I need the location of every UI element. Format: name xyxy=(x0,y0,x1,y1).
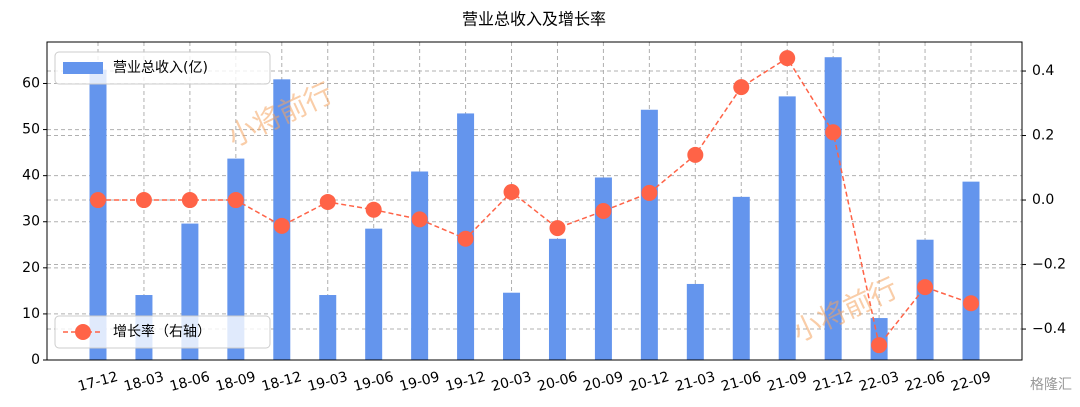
x-tick-label: 22-03 xyxy=(857,369,900,395)
x-tick-label: 20-12 xyxy=(628,369,671,395)
y-tick-label: 10 xyxy=(22,306,40,322)
bar xyxy=(411,171,429,360)
line-point xyxy=(90,192,106,209)
bar xyxy=(503,292,521,360)
bar xyxy=(962,181,980,360)
x-tick-label: 18-06 xyxy=(168,369,212,395)
logo: 格隆汇 xyxy=(1030,377,1072,393)
x-tick-label: 21-09 xyxy=(765,369,808,395)
line-point xyxy=(825,124,842,141)
legend-marker xyxy=(75,324,91,340)
x-tick-label: 19-03 xyxy=(306,369,349,395)
plot-frame xyxy=(46,41,1023,361)
line-point xyxy=(595,202,612,219)
bar xyxy=(686,283,704,360)
y2-tick-label: 0.0 xyxy=(1032,192,1054,208)
x-tick-label: 21-12 xyxy=(811,369,854,395)
x-tick-label: 20-03 xyxy=(490,369,533,395)
line xyxy=(98,57,972,347)
line-point xyxy=(181,192,198,209)
bar xyxy=(594,177,612,360)
line-point xyxy=(733,79,750,96)
legend-label: 营业总收入(亿) xyxy=(113,60,208,76)
y-tick-label: 30 xyxy=(22,214,40,230)
line-point xyxy=(963,295,979,312)
x-tick-label: 20-09 xyxy=(582,369,625,395)
y2-tick-label: 0.2 xyxy=(1032,128,1054,144)
y2-tick-label: 0.4 xyxy=(1032,63,1054,79)
x-tick-label: 17-12 xyxy=(76,369,119,395)
bar xyxy=(227,158,245,360)
x-tick-label: 20-06 xyxy=(536,369,580,395)
line-point xyxy=(503,183,520,200)
x-tick-label: 19-12 xyxy=(444,369,487,395)
y2-tick-label: −0.4 xyxy=(1032,321,1066,337)
line-point xyxy=(411,211,428,228)
bar xyxy=(89,69,107,361)
line-point xyxy=(457,230,474,247)
x-tick-label: 22-09 xyxy=(949,369,992,395)
line-point xyxy=(641,184,658,201)
legend-swatch xyxy=(63,62,103,74)
legend-label: 增长率（右轴） xyxy=(113,323,211,340)
y-tick-label: 20 xyxy=(22,260,40,276)
legend-box xyxy=(54,51,271,85)
y-tick-label: 60 xyxy=(22,75,40,91)
x-tick-label: 18-12 xyxy=(260,369,303,395)
line-point xyxy=(227,192,244,209)
bar xyxy=(640,109,658,360)
line-point xyxy=(779,50,796,67)
bar xyxy=(916,239,934,360)
y-tick-label: 50 xyxy=(22,122,40,138)
x-tick-label: 21-06 xyxy=(720,369,764,395)
line-point xyxy=(549,220,566,237)
line-point xyxy=(273,217,290,234)
bar xyxy=(778,96,796,361)
bar xyxy=(365,228,383,360)
y2-tick-label: −0.2 xyxy=(1032,257,1066,273)
line-point xyxy=(365,201,382,218)
y-tick-label: 0 xyxy=(31,352,40,368)
x-tick-label: 18-09 xyxy=(214,369,257,395)
x-tick-label: 18-03 xyxy=(122,369,165,395)
line-point xyxy=(687,146,704,163)
x-tick-label: 21-03 xyxy=(674,369,717,395)
bar xyxy=(732,196,750,360)
legend-box xyxy=(54,315,271,349)
line-point xyxy=(319,193,336,210)
x-tick-label: 19-09 xyxy=(398,369,441,395)
line-point xyxy=(135,192,152,209)
x-tick-label: 19-06 xyxy=(352,369,396,395)
bar xyxy=(319,295,337,360)
line-point xyxy=(917,279,934,296)
line-point xyxy=(871,337,888,354)
chart-title: 营业总收入及增长率 xyxy=(462,10,606,29)
y-tick-label: 40 xyxy=(22,168,40,184)
x-tick-label: 22-06 xyxy=(903,369,947,395)
bar xyxy=(548,238,566,360)
